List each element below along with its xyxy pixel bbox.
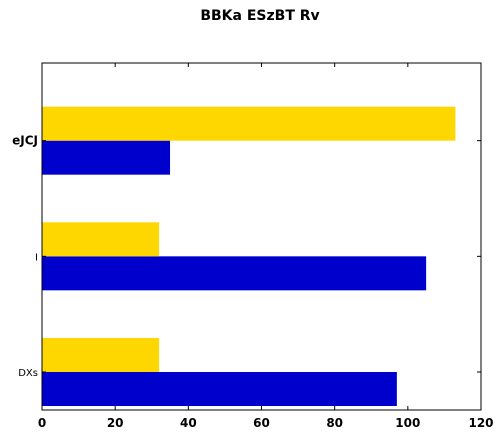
x-tick-label: 80 bbox=[326, 416, 343, 430]
chart-title: BBKa ESzBT Rv bbox=[200, 8, 320, 24]
y-tick-label: eJCJ bbox=[12, 134, 38, 148]
x-tick-label: 60 bbox=[253, 416, 270, 430]
x-tick-label: 120 bbox=[468, 416, 493, 430]
x-tick-label: 0 bbox=[38, 416, 46, 430]
bar-dxs-series-1 bbox=[42, 338, 160, 372]
y-tick-label: I bbox=[35, 252, 38, 263]
bar-i-series-2 bbox=[42, 256, 427, 291]
x-tick-label: 40 bbox=[180, 416, 197, 430]
x-axis: 0 20 40 60 80 100 120 bbox=[38, 63, 494, 430]
bar-ejcj-series-1 bbox=[42, 106, 456, 141]
x-tick-label: 20 bbox=[107, 416, 124, 430]
bar-dxs-series-2 bbox=[42, 372, 397, 406]
y-tick-label: DXs bbox=[18, 368, 38, 379]
bars-group bbox=[42, 106, 456, 406]
x-tick-label: 100 bbox=[395, 416, 420, 430]
bar-i-series-1 bbox=[42, 222, 160, 257]
bar-ejcj-series-2 bbox=[42, 140, 171, 175]
